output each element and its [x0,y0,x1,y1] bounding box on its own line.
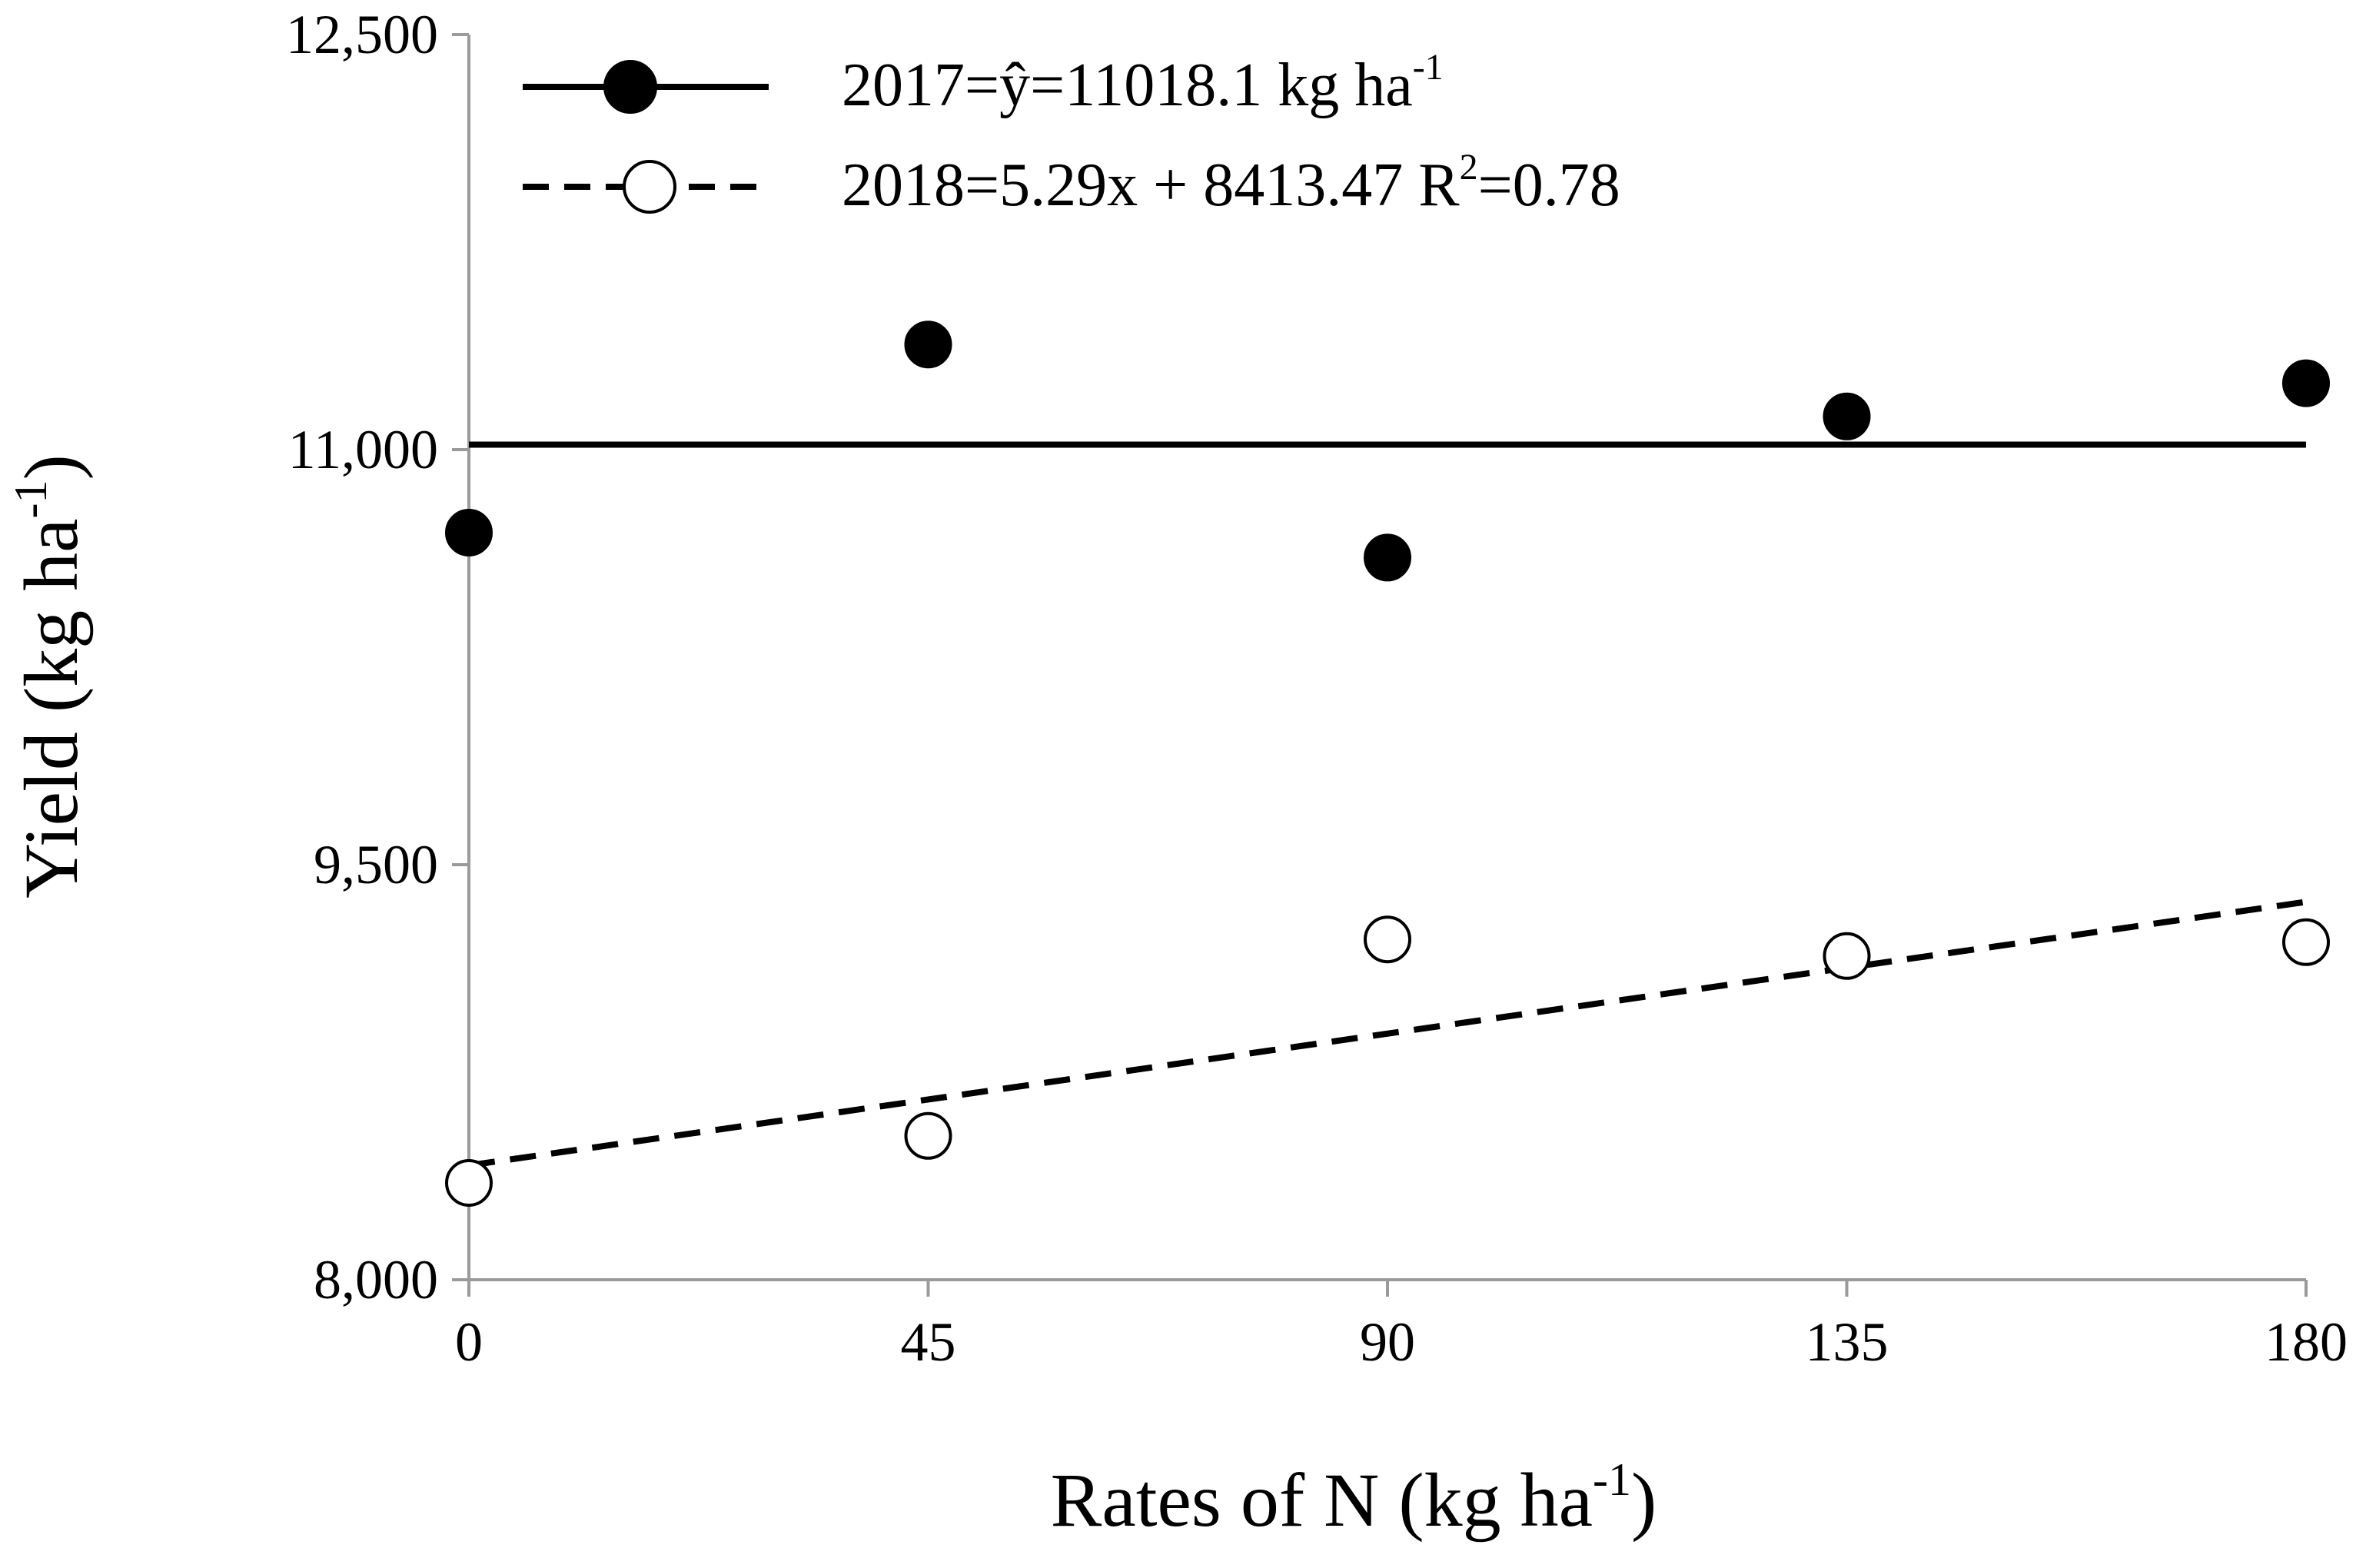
y-tick-label: 11,000 [288,419,438,480]
point-2018-90 [1364,915,1411,964]
legend-label-2017: 2017=ŷ=11018.1 kg ha-1 [842,47,1444,119]
point-2017-180 [2282,359,2330,407]
legend-marker-2018 [623,160,676,214]
tick-labels: 8,000 9,500 11,000 12,500 0 45 90 135 180 [286,4,2348,1373]
x-tick-label: 45 [901,1311,956,1373]
legend-label-2018: 2018=5.29x + 8413.47 R2=0.78 [842,147,1620,219]
axes [452,33,2308,1297]
y-tick-label: 8,000 [314,1249,438,1311]
legend-marker-2017 [603,60,657,114]
x-tick-label: 180 [2265,1311,2348,1373]
point-2017-90 [1364,533,1411,582]
data-points [445,321,2330,1207]
legend-item-2017: 2017=ŷ=11018.1 kg ha-1 [523,47,1444,119]
point-2018-45 [904,1111,952,1160]
legend-item-2018: 2018=5.29x + 8413.47 R2=0.78 [523,147,1620,219]
point-2018-180 [2282,918,2330,966]
x-tick-label: 90 [1360,1311,1415,1373]
y-axis-title: Yield (kg ha-1) [5,454,94,899]
y-tick-label: 12,500 [286,4,438,65]
y-tick-label: 9,500 [314,834,438,895]
legend: 2017=ŷ=11018.1 kg ha-1 2018=5.29x + 8413… [523,47,1620,219]
point-2018-135 [1823,932,1871,980]
fit-line-2018 [468,899,2307,1169]
point-2018-0 [445,1159,493,1207]
fit-lines [468,441,2307,1169]
point-2017-45 [904,321,952,369]
x-axis-title: Rates of N (kg ha-1) [1051,1454,1657,1543]
point-2017-0 [445,509,493,556]
x-tick-label: 0 [455,1311,483,1373]
x-tick-label: 135 [1806,1311,1889,1373]
point-2017-135 [1823,392,1871,440]
